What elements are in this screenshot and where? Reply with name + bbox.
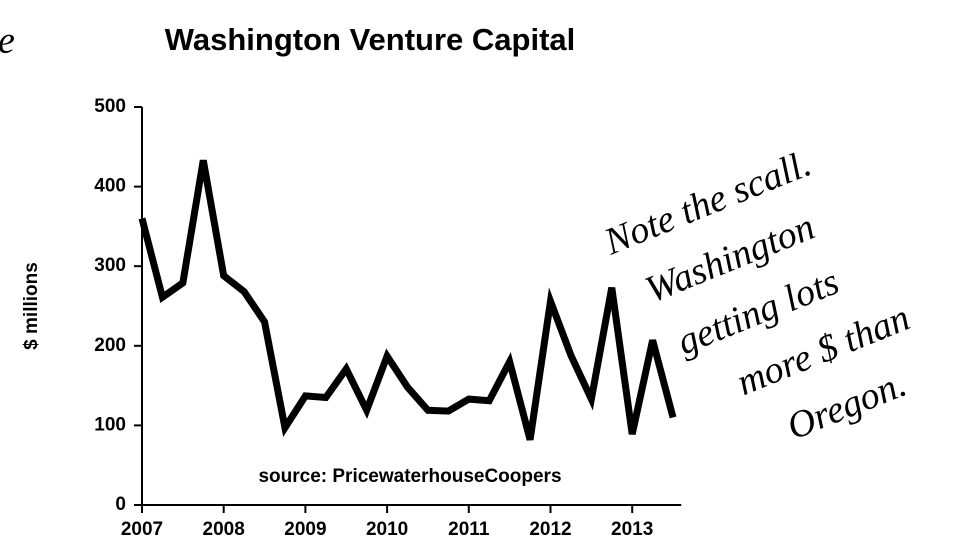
y-tick-label: 100 [94,414,126,435]
y-tick-label: 0 [115,494,126,515]
source-note: source: PricewaterhouseCoopers [258,466,561,487]
y-tick-label: 200 [94,335,126,356]
y-tick-label: 400 [94,176,126,197]
y-axis-label: $ millions [21,262,42,350]
chart-title: Washington Venture Capital [165,22,576,57]
y-tick-label: 300 [94,255,126,276]
data-line [138,159,677,441]
x-tick-label: 2009 [284,519,326,540]
x-tick-label: 2008 [203,519,245,540]
handwritten-note: Note the scall. Washington getting lots … [598,142,916,448]
x-tick-label: 2011 [448,519,490,540]
x-tick-label: 2007 [121,519,163,540]
x-tick-label: 2013 [611,519,653,540]
y-tick-label: 500 [94,96,126,117]
x-tick-label: 2012 [529,519,571,540]
handwritten-fragment: e [0,20,15,62]
x-tick-label: 2010 [366,519,408,540]
